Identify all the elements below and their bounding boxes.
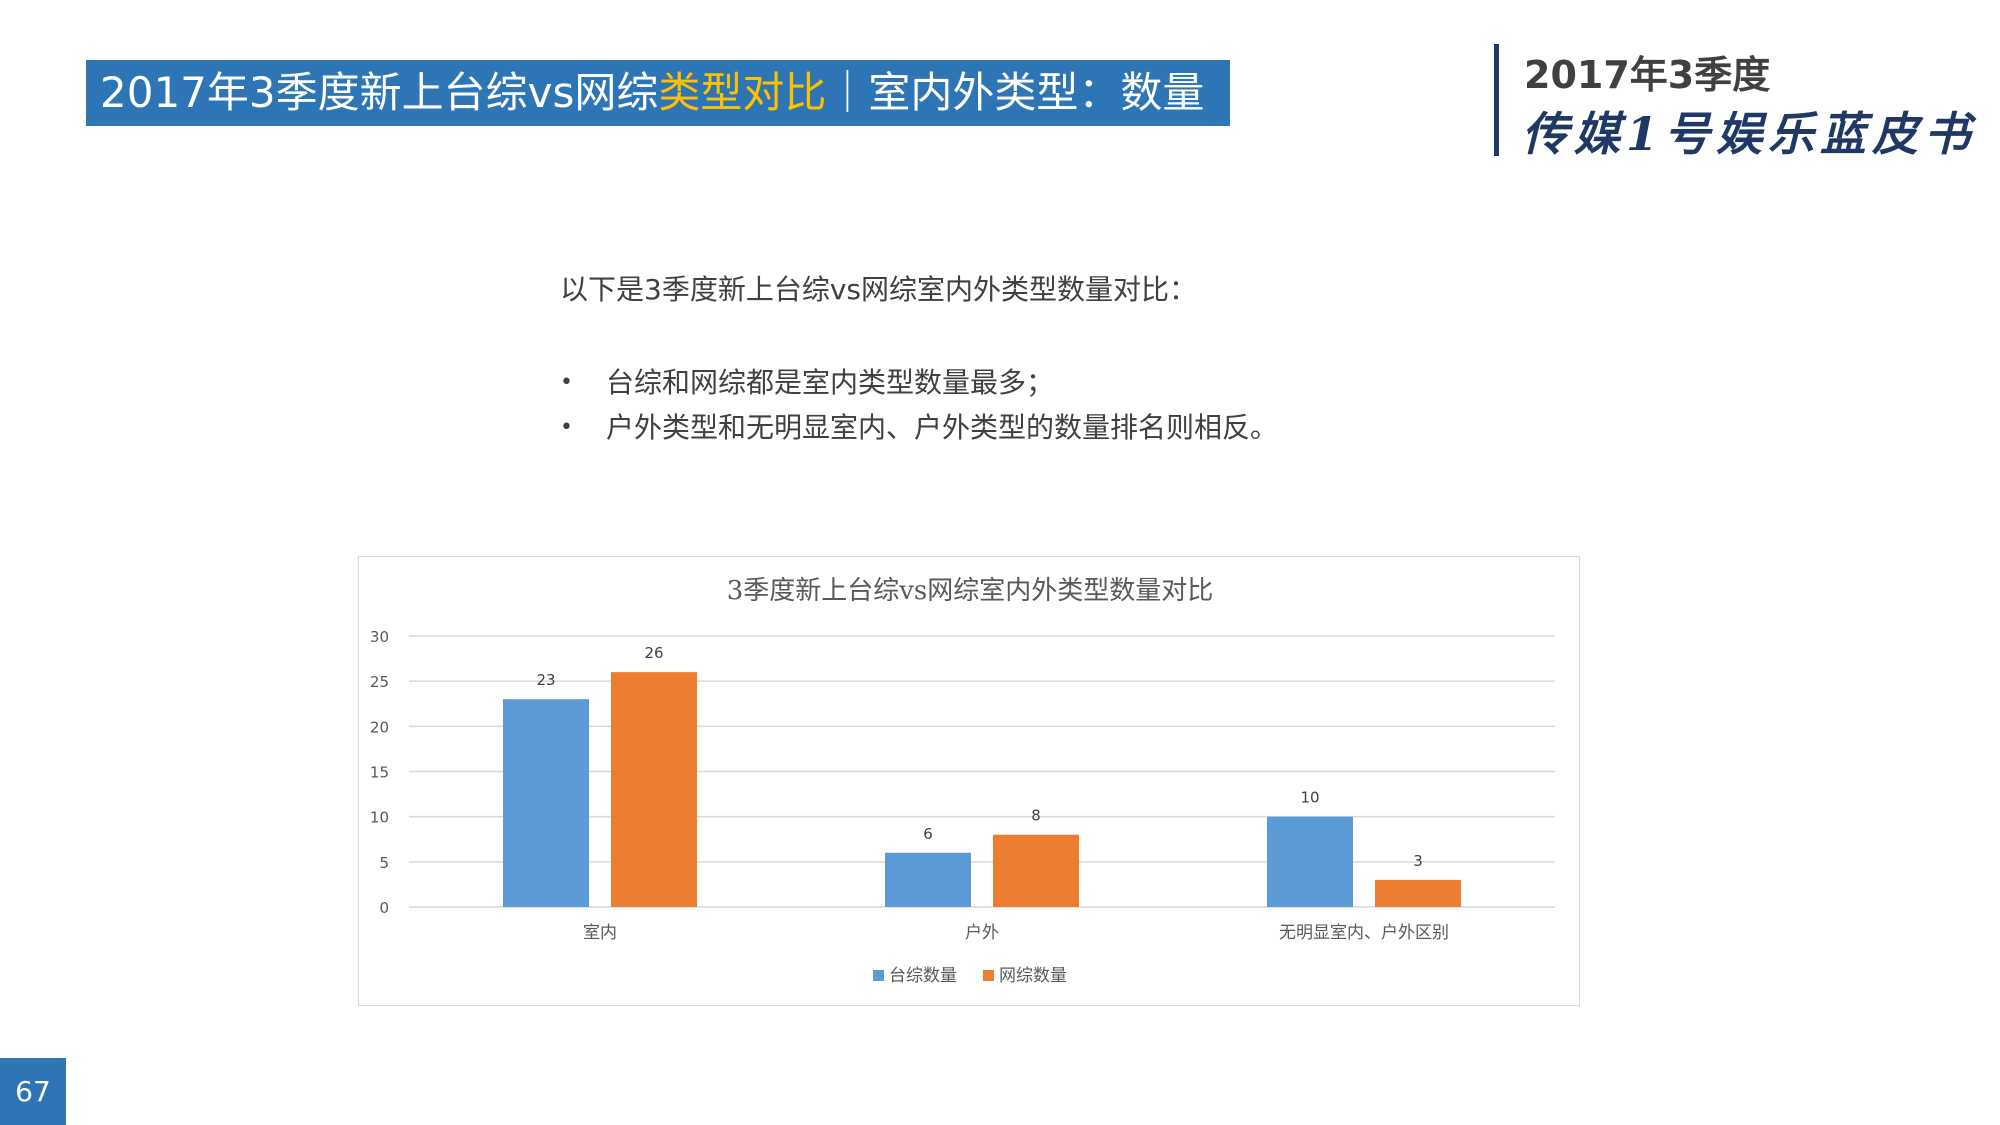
- y-tick-label: 30: [370, 628, 389, 646]
- brand-logo-text: 传媒1号娱乐蓝皮书: [1522, 107, 1977, 161]
- y-tick-label: 15: [370, 764, 389, 782]
- y-tick-label: 25: [370, 673, 389, 691]
- bar: [1267, 816, 1353, 907]
- bar: [611, 672, 697, 907]
- data-label: 8: [1031, 807, 1041, 825]
- bar: [503, 699, 589, 907]
- slide-title: 2017年3季度新上台综vs网综类型对比｜室内外类型：数量: [86, 60, 1230, 126]
- y-tick-label: 5: [379, 854, 389, 872]
- bullet-item: • 户外类型和无明显室内、户外类型的数量排名则相反。: [560, 405, 1278, 450]
- x-tick-label: 户外: [965, 923, 999, 943]
- brand-divider: [1494, 44, 1499, 156]
- title-part2: ｜室内外类型：数量: [826, 68, 1205, 117]
- x-tick-label: 无明显室内、户外区别: [1279, 923, 1449, 943]
- data-label: 26: [644, 644, 663, 662]
- bullet-list: • 台综和网综都是室内类型数量最多； • 户外类型和无明显室内、户外类型的数量排名则…: [560, 360, 1278, 450]
- title-part1: 2017年3季度新上台综vs网综: [100, 68, 659, 117]
- intro-text: 以下是3季度新上台综vs网综室内外类型数量对比：: [560, 273, 1197, 306]
- y-tick-label: 10: [370, 809, 389, 827]
- bullet-text: 户外类型和无明显室内、户外类型的数量排名则相反。: [606, 411, 1279, 444]
- bullet-dot-icon: •: [560, 415, 573, 440]
- title-highlight: 类型对比: [658, 68, 827, 117]
- data-label: 23: [536, 671, 555, 689]
- bar: [993, 834, 1079, 907]
- brand-year: 2017年3季度: [1524, 53, 1771, 97]
- legend-swatch: [983, 970, 994, 981]
- chart-svg: 3季度新上台综vs网综室内外类型数量对比 0 5 10 15 20 25 30 23 26 室内 6 8…: [370, 576, 1555, 986]
- data-label: 6: [923, 825, 933, 843]
- chart-title: 3季度新上台综vs网综室内外类型数量对比: [727, 576, 1214, 606]
- bullet-text: 台综和网综都是室内类型数量最多；: [606, 366, 1055, 399]
- data-label: 3: [1413, 852, 1423, 870]
- y-tick-label: 20: [370, 718, 389, 736]
- bullet-dot-icon: •: [560, 370, 573, 395]
- bar-chart: 3季度新上台综vs网综室内外类型数量对比 0 5 10 15 20 25 30 23 26 室内 6 8…: [358, 556, 1580, 1006]
- bar: [1375, 879, 1461, 907]
- page-number: 67: [0, 1058, 66, 1125]
- bullet-item: • 台综和网综都是室内类型数量最多；: [560, 360, 1278, 405]
- y-tick-label: 0: [379, 899, 389, 917]
- bar: [885, 852, 971, 907]
- legend-label: 台综数量: [889, 966, 957, 986]
- data-label: 10: [1300, 789, 1319, 807]
- legend-label: 网综数量: [999, 966, 1067, 986]
- x-tick-label: 室内: [583, 923, 617, 943]
- legend-swatch: [873, 970, 884, 981]
